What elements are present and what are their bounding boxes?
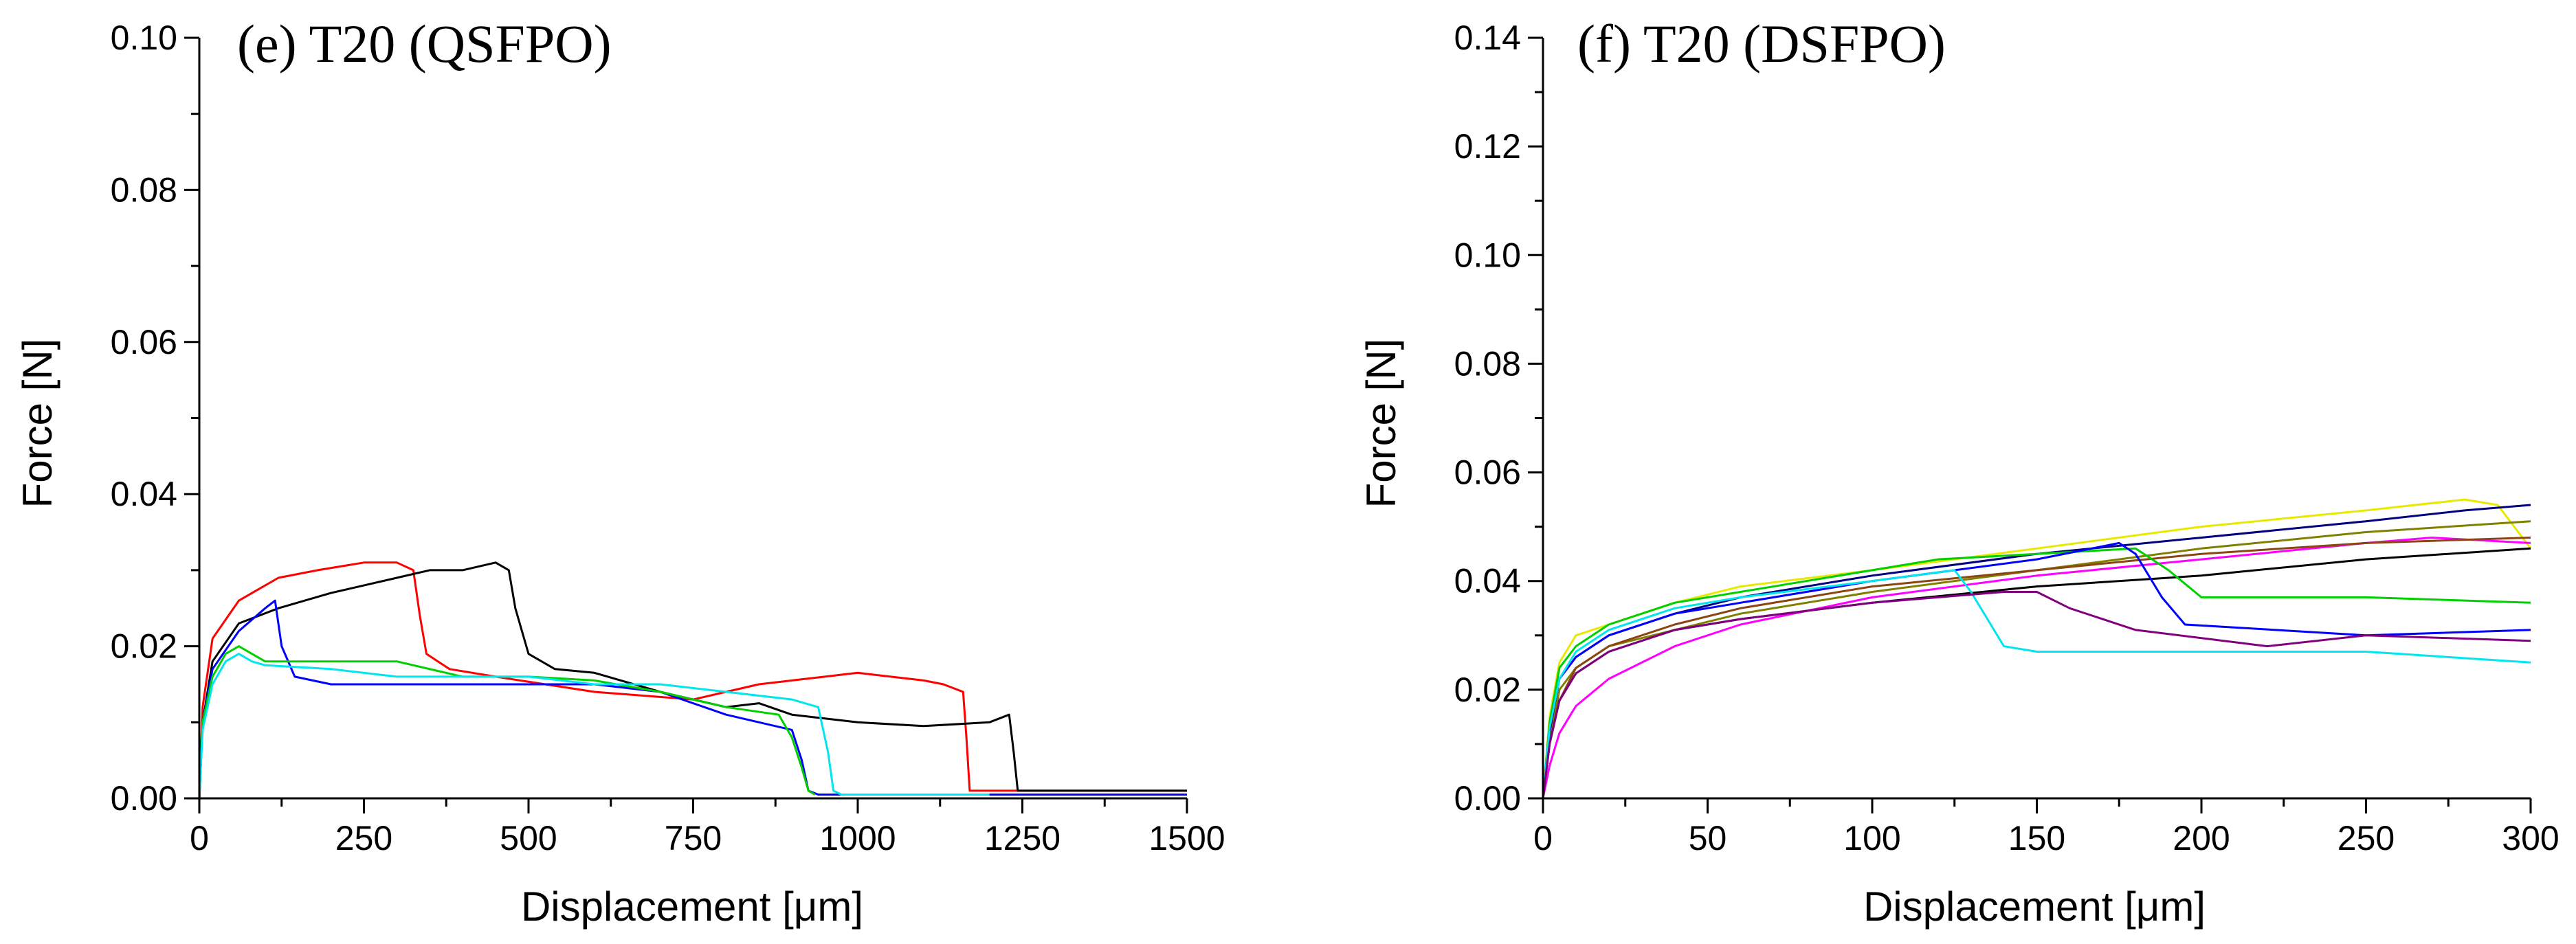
series-line-yellow (1542, 498, 2532, 799)
x-tick-label: 1000 (819, 819, 896, 857)
x-axis-label: Displacement [μm] (521, 884, 863, 930)
series-line-brown (1542, 537, 2531, 799)
y-tick-label: 0.12 (1454, 127, 1521, 166)
axes: 0 50 100 150 200 250 300 0.00 0.02 0.04 0.06 0.08 0.… (1454, 19, 2560, 857)
x-tick-label: 500 (500, 819, 557, 857)
y-tick-label: 0.06 (1454, 453, 1521, 492)
series-line-magenta (1542, 537, 2531, 799)
series-line-olive (1542, 520, 2531, 799)
axes: 0 250 500 750 1000 1250 1500 0.00 0.02 0.04 0.06 0.… (111, 19, 1225, 857)
y-tick-label: 0.10 (1454, 236, 1521, 274)
x-tick-label: 200 (2173, 819, 2230, 857)
series-line-blue (1542, 541, 2531, 799)
y-tick-label: 0.10 (111, 19, 177, 57)
x-tick-label: 250 (2338, 819, 2395, 857)
y-tick-label: 0.00 (111, 779, 177, 818)
x-tick-label: 100 (1843, 819, 1900, 857)
series-line-cyan (1542, 569, 2531, 799)
x-tick-label: 250 (335, 819, 392, 857)
x-axis-label: Displacement [μm] (1863, 884, 2206, 930)
chart-panel-e: Force [N] Displacement [μm] (e) T20 (QSF… (14, 14, 1225, 930)
y-tick-label: 0.02 (111, 627, 177, 666)
x-tick-label: 0 (1533, 819, 1553, 857)
series-group (198, 561, 1187, 799)
x-tick-label: 1250 (984, 819, 1061, 857)
series-line-black (1542, 547, 2531, 799)
chart-panel-f: Force [N] Displacement [μm] (f) T20 (DSF… (1358, 14, 2560, 930)
y-tick-label: 0.14 (1454, 19, 1521, 57)
series-line-black (198, 561, 1187, 799)
y-tick-label: 0.08 (1454, 344, 1521, 383)
chart-title: (f) T20 (DSFPO) (1577, 14, 1946, 74)
x-tick-label: 300 (2502, 819, 2559, 857)
y-tick-label: 0.02 (1454, 671, 1521, 709)
series-line-green (1542, 547, 2531, 799)
y-axis-label: Force [N] (1358, 339, 1404, 508)
y-tick-label: 0.06 (111, 323, 177, 361)
x-tick-label: 0 (190, 819, 209, 857)
x-tick-label: 1500 (1148, 819, 1225, 857)
y-tick-label: 0.04 (1454, 562, 1521, 600)
y-tick-label: 0.00 (1454, 779, 1521, 818)
series-line-cyan (198, 653, 990, 799)
x-tick-label: 50 (1689, 819, 1727, 857)
series-line-red (198, 561, 1187, 799)
y-tick-label: 0.04 (111, 475, 177, 513)
y-axis-label: Force [N] (14, 339, 60, 508)
y-tick-label: 0.08 (111, 170, 177, 209)
series-group (1542, 498, 2532, 799)
x-tick-label: 750 (665, 819, 722, 857)
chart-title: (e) T20 (QSFPO) (237, 14, 612, 74)
x-tick-label: 150 (2008, 819, 2065, 857)
series-line-purple (1542, 591, 2531, 799)
